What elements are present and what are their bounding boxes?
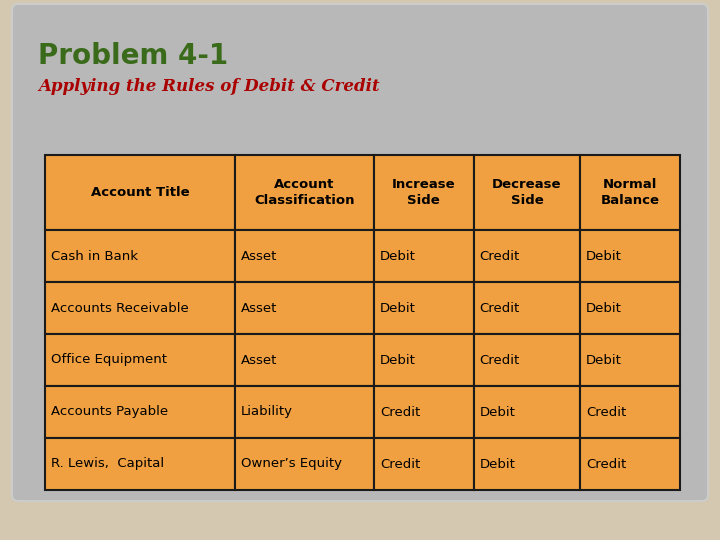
Text: Cash in Bank: Cash in Bank (51, 249, 138, 262)
Text: Applying the Rules of Debit & Credit: Applying the Rules of Debit & Credit (38, 78, 379, 95)
Text: Accounts Receivable: Accounts Receivable (51, 301, 189, 314)
Text: Owner’s Equity: Owner’s Equity (241, 457, 342, 470)
Text: Accounts Payable: Accounts Payable (51, 406, 168, 419)
Text: Asset: Asset (241, 301, 277, 314)
Text: Account
Classification: Account Classification (254, 179, 355, 206)
Bar (374, 282, 474, 334)
Text: Normal
Balance: Normal Balance (600, 179, 660, 206)
Bar (580, 386, 680, 438)
Bar (374, 334, 474, 386)
Text: Debit: Debit (480, 457, 516, 470)
Text: Increase
Side: Increase Side (392, 179, 456, 206)
Text: Credit: Credit (480, 354, 520, 367)
Text: Credit: Credit (586, 406, 626, 419)
Bar (580, 230, 680, 282)
Bar (474, 438, 580, 490)
Text: Credit: Credit (586, 457, 626, 470)
Bar (235, 282, 374, 334)
Bar (45, 438, 235, 490)
Bar (374, 230, 474, 282)
Text: Debit: Debit (379, 301, 415, 314)
Text: Debit: Debit (586, 301, 622, 314)
Bar (580, 282, 680, 334)
Text: Debit: Debit (480, 406, 516, 419)
Text: Account Title: Account Title (91, 186, 189, 199)
Bar (474, 282, 580, 334)
Text: R. Lewis,  Capital: R. Lewis, Capital (51, 457, 164, 470)
Text: Asset: Asset (241, 354, 277, 367)
Bar (580, 438, 680, 490)
Text: Debit: Debit (586, 354, 622, 367)
Bar (45, 334, 235, 386)
Text: Office Equipment: Office Equipment (51, 354, 167, 367)
Text: Credit: Credit (379, 406, 420, 419)
Text: Debit: Debit (379, 354, 415, 367)
FancyBboxPatch shape (12, 4, 708, 501)
Bar (235, 438, 374, 490)
Bar (45, 155, 235, 230)
Bar (235, 334, 374, 386)
Bar (45, 282, 235, 334)
Bar (45, 386, 235, 438)
Bar (580, 155, 680, 230)
Bar (235, 230, 374, 282)
Text: Debit: Debit (379, 249, 415, 262)
Bar (580, 334, 680, 386)
Bar (474, 230, 580, 282)
Bar (235, 386, 374, 438)
Text: Liability: Liability (241, 406, 293, 419)
Text: Asset: Asset (241, 249, 277, 262)
Bar (374, 386, 474, 438)
Bar (474, 386, 580, 438)
Bar (474, 155, 580, 230)
Bar (45, 230, 235, 282)
Text: Decrease
Side: Decrease Side (492, 179, 562, 206)
Bar (474, 334, 580, 386)
Text: Credit: Credit (480, 249, 520, 262)
Bar (235, 155, 374, 230)
Bar (374, 438, 474, 490)
Text: Problem 4-1: Problem 4-1 (38, 42, 228, 70)
Text: Debit: Debit (586, 249, 622, 262)
Bar (374, 155, 474, 230)
Text: Credit: Credit (480, 301, 520, 314)
Text: Credit: Credit (379, 457, 420, 470)
